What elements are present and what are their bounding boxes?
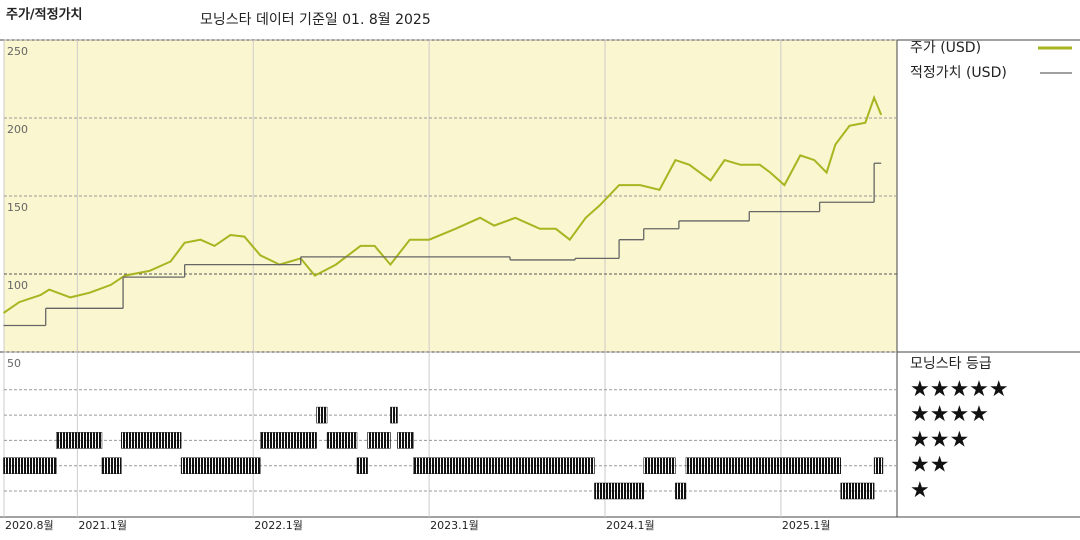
y-tick-label: 250 (7, 45, 28, 58)
rating-bar (3, 457, 57, 474)
rating-legend-stars: ★★★★ (910, 402, 989, 427)
rating-title: 모닝스타 등급 (910, 356, 992, 372)
rating-bar (390, 406, 398, 424)
x-tick-label: 2022.1월 (254, 519, 303, 532)
rating-bar (397, 432, 414, 449)
x-tick-label: 2024.1월 (606, 519, 655, 532)
rating-bar (260, 432, 317, 449)
legend-label: 주가 (USD) (910, 40, 981, 56)
chart-subtitle: 모닝스타 데이터 기준일 01. 8월 2025 (200, 12, 431, 28)
rating-bar (685, 457, 841, 474)
rating-legend-stars: ★★★★★ (910, 377, 1009, 402)
rating-bar (55, 432, 103, 449)
rating-bar (316, 406, 328, 424)
rating-legend-stars: ★★★ (910, 427, 969, 452)
rating-bar (413, 457, 595, 474)
rating-bar (675, 482, 687, 500)
legend-label: 적정가치 (USD) (910, 65, 1007, 81)
rating-bar (840, 482, 875, 500)
rating-bar (594, 482, 644, 500)
y-tick-label: 200 (7, 123, 28, 136)
rating-legend-stars: ★★ (910, 453, 949, 478)
rating-bar (326, 432, 358, 449)
x-tick-label: 2021.1월 (78, 519, 127, 532)
rating-legend-stars: ★ (910, 478, 930, 503)
price-line (2, 94, 883, 314)
chart-title: 주가/적정가치 (6, 7, 83, 23)
y-tick-label: 150 (7, 201, 28, 214)
x-tick-label: 2025.1월 (782, 519, 831, 532)
x-tick-label: 2023.1월 (430, 519, 479, 532)
rating-bar (643, 457, 676, 474)
rating-bar (873, 457, 884, 474)
y-tick-label: 100 (7, 279, 28, 292)
rating-bar (180, 457, 261, 474)
y-tick-label: 50 (7, 357, 21, 370)
rating-bar (101, 457, 122, 474)
x-tick-label: 2020.8월 (5, 519, 54, 532)
rating-bar (356, 457, 368, 474)
rating-bar (121, 432, 182, 449)
rating-bar (367, 432, 391, 449)
